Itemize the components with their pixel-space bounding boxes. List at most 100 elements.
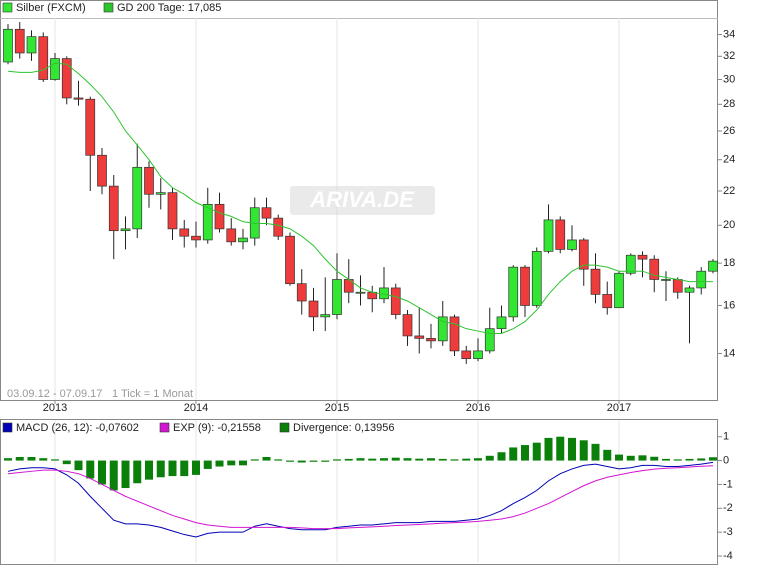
y-tick-label: 30: [723, 73, 735, 85]
divergence-bar: [74, 460, 83, 471]
divergence-bar: [121, 460, 130, 489]
divergence-bar: [427, 458, 435, 461]
divergence-bar: [556, 436, 565, 461]
legend-label: MACD (26, 12): -0,07602: [16, 422, 139, 434]
x-tick-label: 2016: [466, 402, 490, 414]
divergence-bar: [297, 460, 306, 463]
y-tick-label: 22: [723, 185, 735, 197]
divergence-bar: [309, 460, 318, 462]
divergence-bar: [4, 458, 12, 461]
candle-body: [97, 154, 107, 187]
divergence-bar: [568, 437, 576, 461]
divergence-bar: [356, 458, 365, 461]
divergence-bar: [673, 459, 682, 461]
divergence-bar: [192, 460, 200, 475]
divergence-bar: [239, 460, 247, 466]
candle-body: [402, 314, 413, 337]
divergence-bar: [380, 458, 388, 461]
y-tick-label: 34: [723, 28, 735, 40]
macd-line: [7, 461, 714, 538]
candle-body: [132, 166, 143, 230]
y-tick-label: -1: [723, 478, 733, 490]
divergence-bar: [438, 458, 447, 461]
x-tick-label: 2015: [325, 402, 349, 414]
divergence-bar: [474, 458, 482, 461]
candle-body: [155, 192, 166, 195]
divergence-bar: [650, 456, 659, 461]
candle-body: [637, 254, 648, 260]
candle-body: [520, 266, 530, 306]
candle-body: [273, 217, 284, 237]
candle-body: [437, 316, 448, 342]
date-range: 03.09.12 - 07.09.17: [7, 388, 102, 400]
candle-body: [508, 266, 519, 318]
y-tick-label: 14: [723, 347, 735, 359]
legend-swatch: [2, 2, 13, 13]
tick-note: 1 Tick = 1 Monat: [112, 388, 193, 400]
candle-body: [332, 279, 342, 315]
watermark-box: [290, 186, 435, 215]
divergence-bar: [133, 460, 142, 484]
divergence-bar: [450, 459, 459, 461]
watermark: ARIVA.DE: [309, 187, 415, 212]
candle-body: [50, 58, 60, 80]
y-tick-label: 28: [723, 98, 735, 110]
legend-swatch: [103, 2, 114, 13]
moving-average-line: [7, 62, 713, 334]
candle-body: [38, 36, 49, 80]
divergence-bar: [662, 458, 670, 461]
macd-line: [7, 465, 714, 530]
divergence-bar: [227, 460, 236, 466]
y-tick-label: -3: [723, 526, 733, 538]
divergence-bar: [485, 455, 494, 461]
candle-body: [3, 28, 13, 63]
divergence-bar: [62, 460, 71, 465]
candle-body: [202, 203, 213, 241]
divergence-bar: [709, 457, 717, 461]
divergence-bar: [333, 459, 341, 461]
x-tick-label: 2014: [184, 402, 208, 414]
divergence-bar: [156, 460, 165, 478]
y-tick-label: 24: [723, 154, 735, 166]
candle-body: [414, 335, 425, 339]
divergence-bar: [544, 437, 553, 461]
divergence-bar: [145, 460, 153, 480]
divergence-bar: [321, 460, 330, 462]
divergence-bar: [603, 449, 612, 461]
divergence-bar: [532, 442, 541, 461]
x-tick-label: 2013: [43, 402, 67, 414]
candle-body: [296, 283, 307, 302]
candle-body: [238, 237, 248, 243]
candle-body: [531, 250, 542, 306]
candle-body: [484, 328, 495, 352]
legend-swatch: [159, 422, 170, 433]
candles: [3, 22, 718, 364]
candle-body: [226, 228, 237, 243]
candle-body: [590, 268, 601, 295]
candle-body: [473, 350, 483, 359]
divergence-bar: [462, 458, 471, 461]
candle-body: [649, 258, 660, 280]
divergence-bar: [497, 452, 506, 461]
candle-body: [449, 316, 460, 352]
candle-body: [167, 192, 178, 230]
candle-body: [672, 279, 683, 293]
legend-swatch: [279, 422, 290, 433]
candle-body: [285, 235, 295, 285]
divergence-bar: [638, 455, 647, 461]
y-tick-label: 20: [723, 219, 735, 231]
candle-body: [614, 272, 624, 309]
divergence-bar: [262, 456, 271, 461]
divergence-bar: [109, 460, 118, 491]
divergence-bar: [403, 458, 412, 461]
candle-body: [73, 97, 84, 100]
y-tick-label: 16: [723, 299, 735, 311]
candle-body: [567, 239, 577, 250]
divergence-bar: [415, 458, 424, 461]
divergence-bar: [685, 458, 694, 461]
legend-swatch: [2, 422, 13, 433]
candle-body: [708, 260, 718, 272]
candle-body: [661, 279, 671, 281]
candle-body: [320, 314, 331, 318]
divergence-bar: [344, 458, 353, 461]
